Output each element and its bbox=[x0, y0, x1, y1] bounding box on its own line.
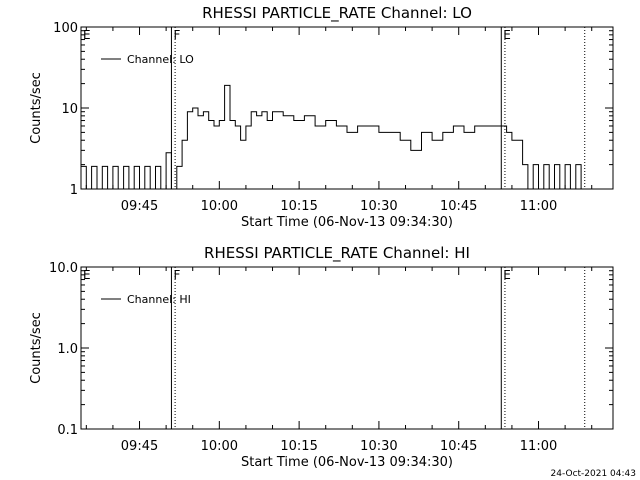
panel-2-x-tick-label-1: 10:00 bbox=[201, 439, 238, 454]
panel-2-x-tick-label-5: 11:00 bbox=[520, 439, 557, 454]
panel-1-x-tick-label-3: 10:30 bbox=[360, 199, 397, 214]
panel-1-y-axis-label: Counts/sec bbox=[29, 72, 44, 144]
panel-1-y-tick-label-1: 10 bbox=[61, 102, 78, 117]
panel-1-flag-label-2: E bbox=[503, 28, 511, 42]
panel-2-y-tick-label-2: 10.0 bbox=[49, 261, 78, 276]
panel-1-flag-label-0: E bbox=[83, 28, 91, 42]
panel-2-plot-frame bbox=[80, 266, 614, 430]
panel-1-x-tick-label-5: 11:00 bbox=[520, 199, 557, 214]
panel-2-y-tick-label-1: 1.0 bbox=[57, 342, 78, 357]
panel-2-flag-label-2: E bbox=[503, 268, 511, 282]
panel-2-flag-label-1: F bbox=[173, 268, 180, 282]
panel-1-flag-label-1: F bbox=[173, 28, 180, 42]
panel-1-chart-title: RHESSI PARTICLE_RATE Channel: LO bbox=[202, 4, 472, 23]
panel-1-x-tick-label-0: 09:45 bbox=[121, 199, 158, 214]
panel-2-x-tick-label-2: 10:15 bbox=[280, 439, 317, 454]
panel-1-y-tick-label-0: 1 bbox=[70, 183, 78, 198]
panel-1-y-tick-label-2: 100 bbox=[53, 21, 78, 36]
panel-2-x-tick-label-3: 10:30 bbox=[360, 439, 397, 454]
panel-2-y-axis-label: Counts/sec bbox=[29, 312, 44, 384]
timestamp-stamp: 24-Oct-2021 04:43 bbox=[551, 469, 636, 479]
panel-2-x-axis-label: Start Time (06-Nov-13 09:34:30) bbox=[241, 455, 453, 470]
panel-1-x-tick-label-2: 10:15 bbox=[280, 199, 317, 214]
panel-2-x-tick-label-4: 10:45 bbox=[440, 439, 477, 454]
panel-1-x-tick-label-4: 10:45 bbox=[440, 199, 477, 214]
panel-1-series-line-0 bbox=[81, 84, 585, 190]
panel-2-x-tick-label-0: 09:45 bbox=[121, 439, 158, 454]
panel-1-x-axis-label: Start Time (06-Nov-13 09:34:30) bbox=[241, 215, 453, 230]
panel-1-x-tick-label-1: 10:00 bbox=[201, 199, 238, 214]
panel-2-legend-label: Channel: HI bbox=[127, 293, 191, 306]
panel-2-chart-title: RHESSI PARTICLE_RATE Channel: HI bbox=[204, 244, 470, 263]
panel-1-legend-label: Channel: LO bbox=[127, 53, 194, 66]
panel-2-y-tick-label-0: 0.1 bbox=[57, 423, 78, 438]
panel-2-flag-label-0: E bbox=[83, 268, 91, 282]
